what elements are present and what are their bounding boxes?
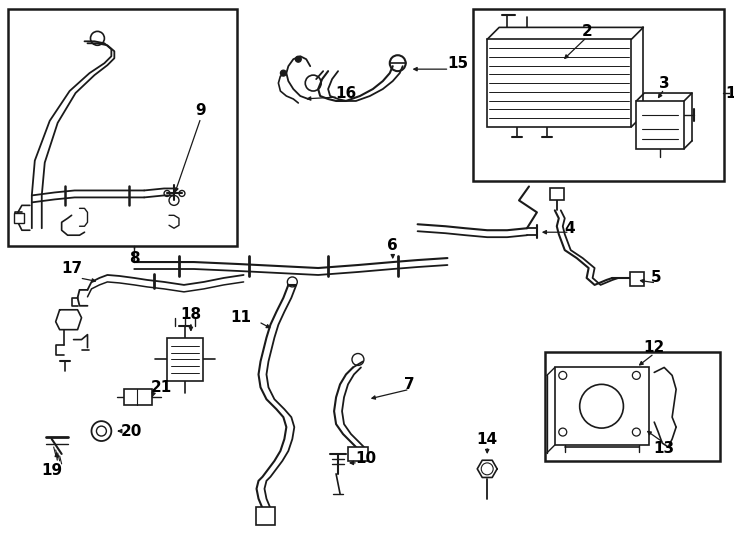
Text: 20: 20 (120, 423, 142, 438)
Text: 8: 8 (129, 251, 139, 266)
Text: 17: 17 (61, 260, 82, 275)
Bar (631, 272, 644, 286)
Bar (545, 352, 720, 461)
Bar (636, 101, 684, 148)
Text: 1: 1 (726, 85, 734, 100)
Bar (8, 10, 236, 246)
Text: 11: 11 (230, 310, 251, 325)
Text: 15: 15 (447, 56, 468, 71)
Text: 12: 12 (644, 340, 665, 355)
Bar (124, 389, 152, 405)
Bar (550, 188, 564, 200)
Text: 9: 9 (195, 104, 206, 118)
Text: 18: 18 (181, 307, 201, 322)
Bar (255, 507, 275, 524)
Text: 10: 10 (355, 451, 377, 467)
Text: 7: 7 (404, 377, 415, 392)
Text: 13: 13 (654, 442, 675, 456)
Text: 5: 5 (651, 271, 661, 286)
Bar (555, 367, 650, 445)
Bar (167, 338, 203, 381)
Text: 2: 2 (581, 24, 592, 39)
Text: 21: 21 (150, 380, 172, 395)
Bar (14, 213, 24, 223)
Text: 16: 16 (335, 85, 357, 100)
Text: 4: 4 (564, 221, 575, 236)
Bar (487, 39, 631, 127)
Bar (473, 10, 724, 180)
Circle shape (280, 70, 286, 76)
Text: 3: 3 (659, 76, 669, 91)
Circle shape (295, 56, 301, 62)
Text: 14: 14 (476, 431, 498, 447)
Text: 19: 19 (41, 463, 62, 478)
Bar (348, 447, 368, 461)
Text: 6: 6 (388, 238, 398, 253)
